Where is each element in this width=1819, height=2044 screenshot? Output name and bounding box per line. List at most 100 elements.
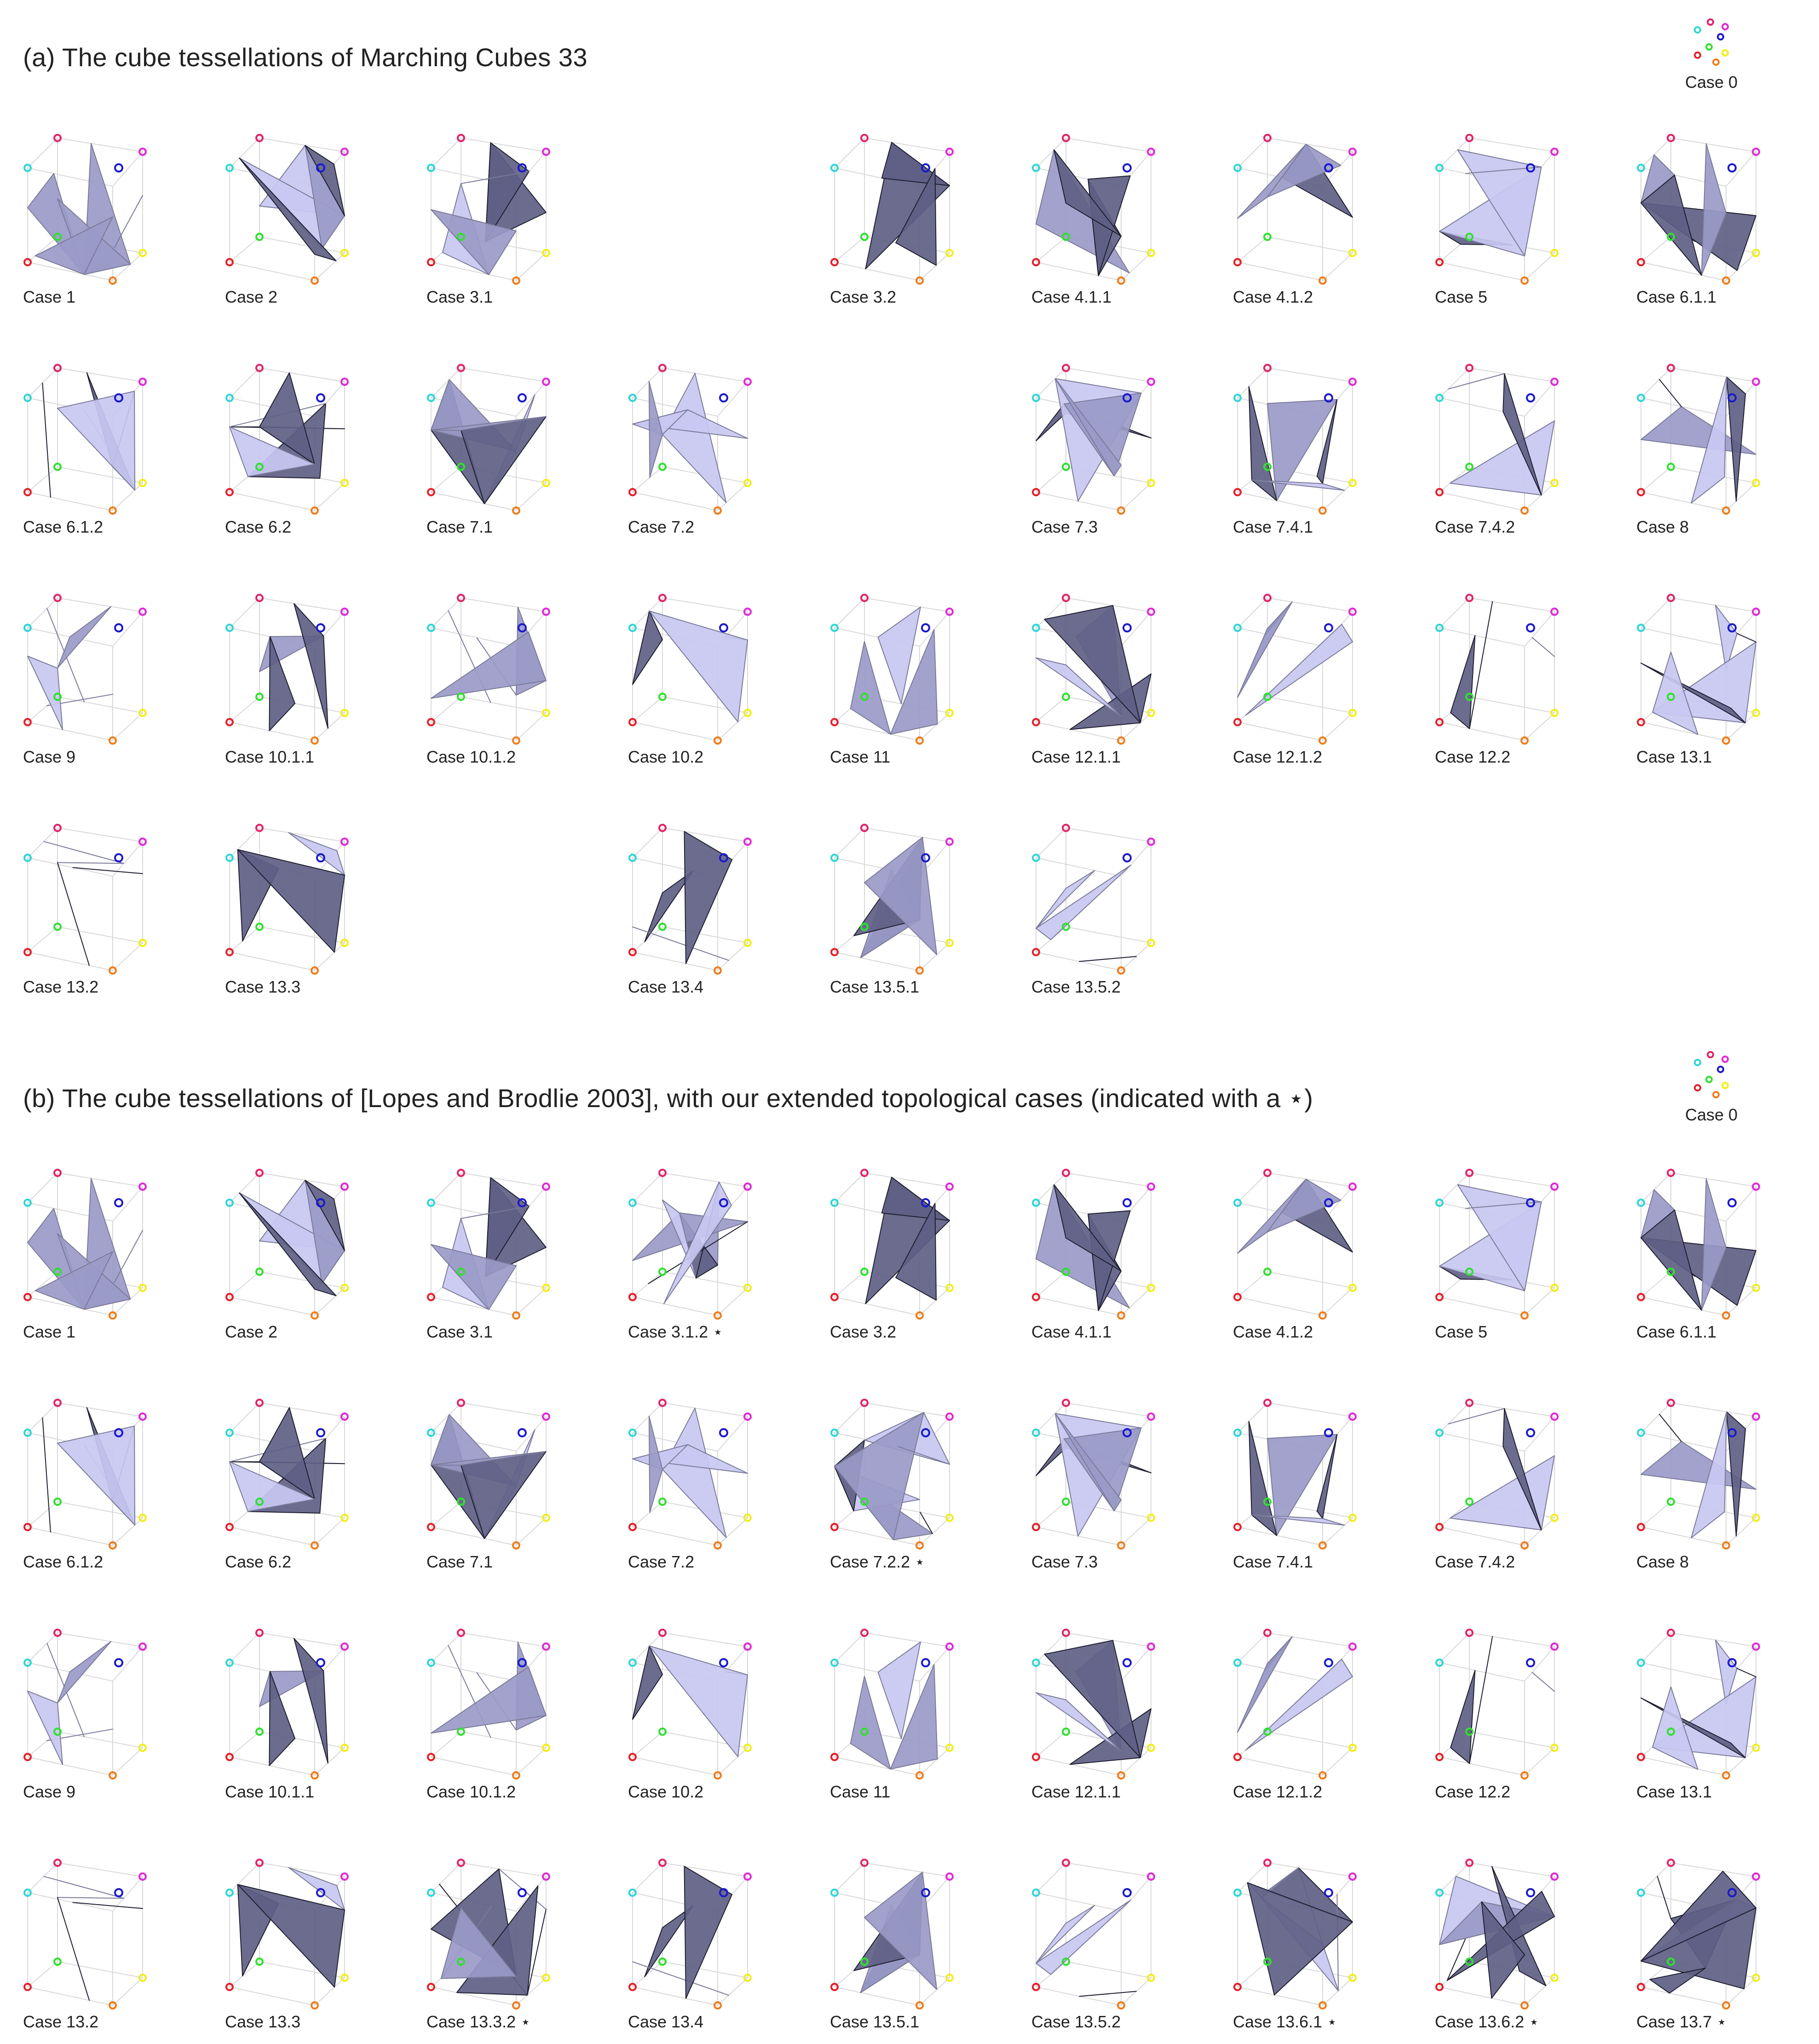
cube-diagram [1233,1399,1357,1550]
case-label: Case 12.1.2 [1233,747,1323,766]
case-label: Case 10.1.2 [426,1782,516,1801]
case-cell: Case 8 [1613,336,1788,547]
cube-diagram [1032,1399,1155,1550]
case-cell: Case 13.5.2 [1008,796,1183,1007]
case-cell: Case 12.1.1 [1008,1601,1183,1812]
case-label: Case 4.1.2 [1233,287,1313,306]
case-label: Case 13.6.2 ⋆ [1435,2012,1539,2031]
case-label: Case 13.1 [1636,747,1712,766]
case-label: Case 6.1.1 [1636,1322,1717,1341]
case-cell: Case 6.1.1 [1613,1141,1788,1352]
case-label: Case 6.2 [225,1552,292,1571]
case-label: Case 12.2 [1435,1782,1511,1801]
cube-diagram [225,1859,349,2010]
case-label: Case 10.2 [628,1782,704,1801]
case-cell: Case 7.2 [605,336,780,547]
case-label: Case 10.1.1 [225,1782,315,1801]
case-cell: Case 10.2 [605,566,780,777]
cube-diagram [1435,1629,1559,1780]
cube-diagram [830,1169,954,1320]
case-label: Case 7.3 [1031,1552,1098,1571]
case-cell: Case 13.4 [605,796,780,1007]
case-cell: Case 3.1.2 ⋆ [605,1141,780,1352]
cube-diagram [427,1399,550,1550]
cube-diagram [1233,364,1357,515]
cube-diagram [1032,1629,1155,1780]
cube-diagram [225,824,349,975]
case-cell: Case 6.1.2 [0,1371,175,1582]
case-label: Case 13.5.1 [830,977,920,996]
case-label: Case 3.2 [830,287,897,306]
case-label: Case 13.3 [225,2012,301,2031]
case-label: Case 13.2 [23,977,99,996]
cube-diagram [1435,134,1559,285]
case-label: Case 4.1.1 [1031,1322,1112,1341]
case-label: Case 7.4.2 [1435,517,1515,536]
cube-diagram [225,1169,349,1320]
case-cell: Case 4.1.2 [1210,1141,1385,1352]
case-cell: Case 7.3 [1008,336,1183,547]
case-label: Case 12.1.1 [1031,1782,1121,1801]
case-0-icon [1694,18,1729,66]
cube-diagram [628,1629,752,1780]
cube-diagram [427,594,550,745]
case-cell: Case 13.3 [202,1831,377,2042]
cube-diagram [1637,594,1760,745]
case-label: Case 6.1.2 [23,1552,104,1571]
cube-diagram [225,594,349,745]
case-cell: Case 10.1.1 [202,1601,377,1812]
case-label: Case 10.1.1 [225,747,315,766]
case-cell: Case 11 [807,566,982,777]
case-cell: Case 7.3 [1008,1371,1183,1582]
cube-diagram [427,364,550,515]
cube-diagram [1233,134,1357,285]
cube-diagram [1435,594,1559,745]
case-cell: Case 7.4.2 [1412,336,1587,547]
case-cell: Case 7.1 [403,1371,578,1582]
case-cell: Case 5 [1412,106,1587,317]
case-label: Case 13.5.2 [1031,2012,1121,2031]
case-label: Case 13.1 [1636,1782,1712,1801]
case-cell: Case 9 [0,1601,175,1812]
cube-diagram [23,1859,147,2010]
cube-diagram [1032,594,1155,745]
cube-diagram [1032,134,1155,285]
case-label: Case 11 [830,1782,891,1801]
case-cell: Case 6.2 [202,336,377,547]
case-0-label: Case 0 [1685,73,1738,92]
case-cell: Case 3.1 [403,106,578,317]
case-cell: Case 1 [0,1141,175,1352]
case-cell: Case 2 [202,106,377,317]
cube-diagram [1637,1169,1760,1320]
case-cell: Case 13.5.1 [807,1831,982,2042]
case-cell: Case 1 [0,106,175,317]
case-cell: Case 13.1 [1613,566,1788,777]
cube-diagram [830,594,954,745]
cube-diagram [1233,1629,1357,1780]
case-0-legend: Case 0 [1665,9,1757,101]
case-label: Case 7.2 [628,1552,695,1571]
case-label: Case 13.3.2 ⋆ [426,2012,531,2031]
cube-diagram [628,594,752,745]
cube-diagram [1233,1169,1357,1320]
case-label: Case 3.2 [830,1322,897,1341]
cube-diagram [1435,364,1559,515]
case-label: Case 13.5.1 [830,2012,920,2031]
cube-diagram [225,1629,349,1780]
case-cell: Case 9 [0,566,175,777]
case-cell: Case 7.4.1 [1210,336,1385,547]
case-label: Case 5 [1435,1322,1488,1341]
cube-diagram [23,1169,147,1320]
case-label: Case 2 [225,1322,278,1341]
case-cell: Case 3.1 [403,1141,578,1352]
section-a-title: (a) The cube tessellations of Marching C… [23,43,588,72]
case-label: Case 3.1.2 ⋆ [628,1322,723,1341]
case-label: Case 5 [1435,287,1488,306]
case-cell: Case 4.1.2 [1210,106,1385,317]
cube-diagram [1032,824,1155,975]
cube-diagram [427,1629,550,1780]
cube-diagram [830,1859,954,2010]
case-cell: Case 13.2 [0,1831,175,2042]
case-cell: Case 11 [807,1601,982,1812]
case-cell: Case 3.2 [807,106,982,317]
